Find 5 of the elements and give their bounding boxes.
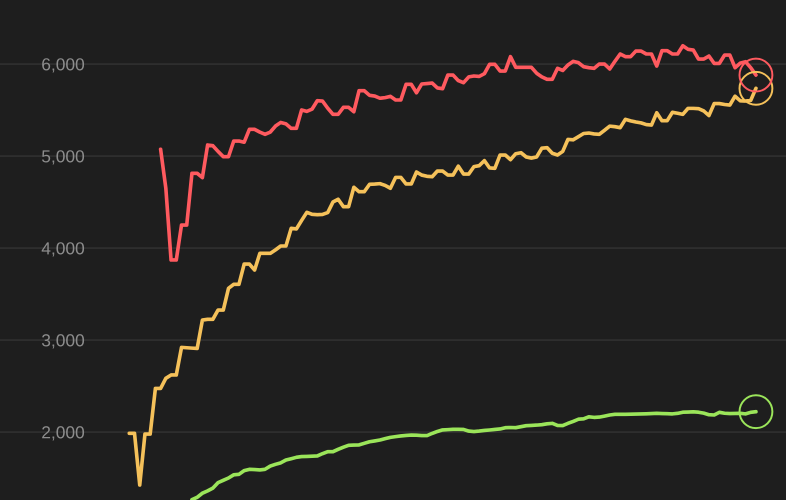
y-tick-label: 4,000 (42, 242, 84, 257)
y-tick-label: 5,000 (42, 150, 84, 165)
y-tick-label: 6,000 (42, 58, 84, 73)
y-tick-label: 2,000 (42, 426, 84, 441)
y-tick-label: 3,000 (42, 334, 84, 349)
